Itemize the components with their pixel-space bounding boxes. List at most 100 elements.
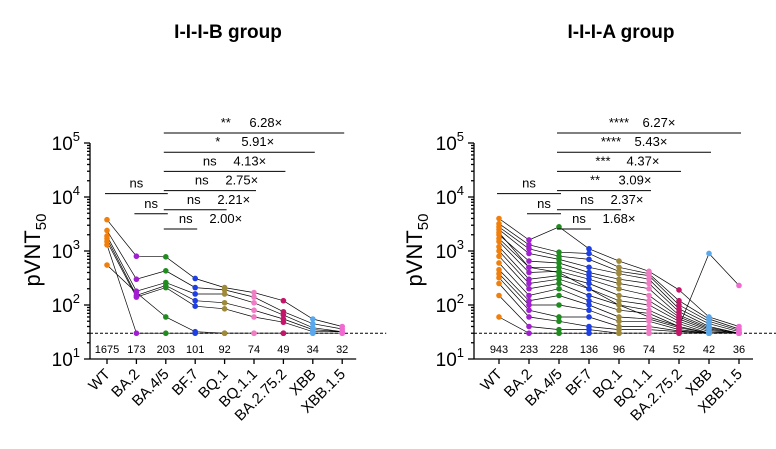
panel2-significance-label: ***: [595, 153, 610, 168]
panel2-y-axis-label-sub: 50: [415, 214, 432, 231]
panel1-fold-change-label: 6.28×: [249, 115, 282, 130]
panel1-y-tick-label: 101: [52, 345, 80, 371]
panel1-data-point: [251, 307, 257, 314]
panel2-y-tick-base: 10: [436, 296, 457, 317]
panel2-data-point: [646, 330, 652, 337]
panel1-y-axis-label-sub: 50: [33, 214, 50, 231]
panel1-data-point: [251, 314, 257, 320]
panel2-data-point: [526, 258, 532, 264]
panel1-y-tick-base: 10: [52, 242, 73, 263]
panel2-data-point: [646, 318, 652, 325]
panel2-fold-change-label: 3.09×: [619, 173, 652, 188]
panel2-data-point: [586, 264, 592, 271]
panel2-data-point: [616, 292, 622, 299]
panel1-geomean-label: 49: [277, 344, 289, 356]
panel1-data-point: [310, 316, 316, 322]
panel1-data-point: [251, 289, 257, 296]
panel1-y-axis-label-main: pVNT: [20, 230, 45, 286]
panel2-data-point: [526, 237, 532, 243]
panel2-y-tick-base: 10: [436, 242, 457, 263]
panel2-significance-label: ns: [537, 196, 551, 211]
panel2-data-point: [586, 276, 592, 283]
panel1-data-point: [280, 330, 287, 337]
panel2-data-point: [496, 270, 502, 277]
panel2-data-point: [556, 264, 562, 271]
panel2-data-point: [496, 292, 502, 299]
panel1-data-point: [133, 294, 140, 300]
panel2-y-tick-exponent: 2: [457, 291, 464, 306]
panel1-geomean-label: 1675: [95, 344, 119, 356]
panel1-subject-trace: [106, 235, 343, 333]
panel2-data-point: [616, 280, 622, 287]
panel2-geomean-label: 52: [673, 344, 685, 356]
panel2-data-point: [616, 297, 622, 304]
panel1-fold-change-label: 2.75×: [225, 173, 258, 188]
panel2-data-point: [526, 250, 532, 257]
panel1-y-axis-label: pVNT50: [20, 214, 50, 287]
panel1-data-point: [104, 216, 110, 223]
panel1-fold-change-label: 4.13×: [233, 153, 266, 168]
panel2-data-point: [526, 264, 532, 271]
panel1-geomean-label: 74: [248, 344, 260, 356]
panel1-data-point: [133, 330, 140, 337]
panel2-y-tick-exponent: 5: [457, 129, 464, 144]
panel2-y-axis-label: pVNT50: [402, 214, 432, 287]
panel2-y-tick-base: 10: [436, 188, 457, 209]
panel2-data-point: [646, 276, 652, 283]
panel2-geomean-label: 233: [520, 344, 538, 356]
panel2-data-point: [556, 280, 562, 287]
panel2-chart: I-I-I-A grouppVNT50101102103104105WTBA.2…: [402, 22, 776, 424]
panel1-geomean-label: 101: [186, 344, 204, 356]
panel1-y-tick-base: 10: [52, 134, 73, 155]
panel2-geomean-label: 96: [613, 344, 625, 356]
panel1-data-point: [221, 291, 228, 297]
panel1-y-tick-label: 105: [52, 129, 80, 155]
panel2-data-point: [496, 229, 502, 236]
panel1-data-point: [192, 275, 198, 282]
panel1-y-tick-label: 104: [52, 183, 80, 209]
panel2-data-point: [556, 249, 562, 256]
panel1-significance-label: **: [221, 115, 231, 130]
panel2-data-point: [496, 266, 502, 273]
panel2-data-point: [526, 314, 532, 320]
panel1-data-point: [104, 262, 110, 268]
panel1-y-tick-exponent: 5: [73, 129, 80, 144]
panel2-data-point: [586, 314, 592, 320]
panel2-fold-change-label: 2.37×: [611, 192, 644, 207]
panel2-y-tick-label: 101: [436, 345, 464, 371]
panel2-y-tick-base: 10: [436, 350, 457, 371]
panel1-data-point: [251, 294, 257, 300]
panel2-data-point: [496, 260, 502, 266]
panel2-data-point: [616, 302, 622, 308]
panel2-significance-label: **: [590, 173, 600, 188]
panel1-data-point: [339, 330, 346, 337]
panel2-data-point: [616, 264, 622, 271]
panel2-data-point: [706, 250, 712, 257]
panel2-data-point: [646, 302, 652, 308]
panel2-data-point: [496, 253, 502, 260]
panel1-geomean-label: 173: [127, 344, 145, 356]
panel2-data-point: [586, 330, 592, 337]
panel2-data-point: [556, 314, 562, 320]
panel1-data-point: [280, 297, 287, 304]
panel1-data-point: [192, 303, 198, 310]
panel2-data-point: [526, 269, 532, 276]
panel2-data-point: [646, 285, 652, 292]
panel1-data-point: [280, 312, 287, 318]
panel2-data-point: [556, 285, 562, 292]
panel1-fold-change-label: 2.21×: [217, 192, 250, 207]
panel1-data-point: [163, 267, 169, 274]
panel2-geomean-label: 74: [643, 344, 655, 356]
panel2-y-tick-label: 103: [436, 237, 464, 263]
panel2-data-point: [676, 330, 682, 337]
panel2-y-axis-label-main: pVNT: [402, 230, 427, 286]
panel1-y-tick-exponent: 4: [73, 183, 80, 198]
panel2-fold-change-label: 4.37×: [627, 153, 660, 168]
panel2-y-tick-exponent: 1: [457, 345, 464, 360]
panel1-data-point: [280, 319, 287, 326]
panel1-x-tick-label: BF.7: [169, 366, 202, 399]
panel2-data-point: [556, 302, 562, 308]
panel2-geomean-label: 228: [550, 344, 568, 356]
panel1-y-tick-label: 103: [52, 237, 80, 263]
